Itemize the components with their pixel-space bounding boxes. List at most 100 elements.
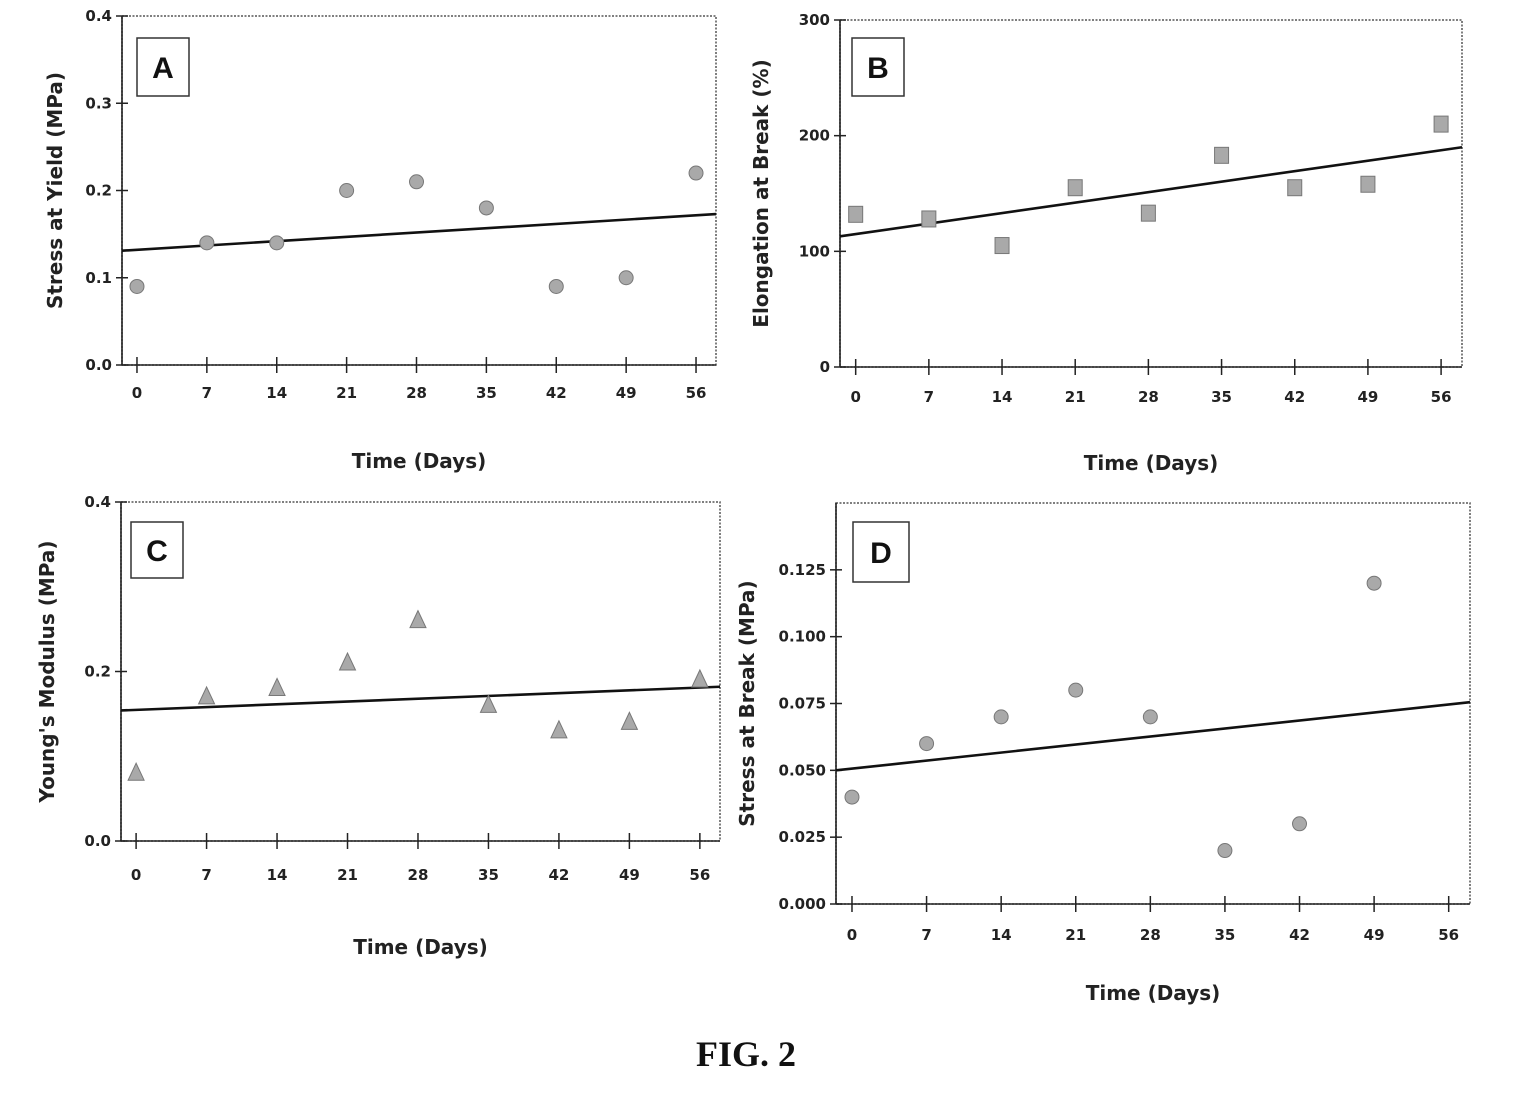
x-tick-label: 7 (924, 388, 934, 406)
data-point (1217, 843, 1233, 859)
panel-label-box (852, 521, 910, 583)
x-tick-label: 0 (131, 866, 141, 884)
data-point (197, 685, 216, 705)
panel-label-box (136, 37, 190, 97)
panel-label: C (146, 535, 168, 568)
y-tick-label: 0.050 (779, 761, 826, 779)
trend-line (839, 145, 1463, 238)
data-point (1292, 816, 1308, 832)
x-tick-label: 21 (337, 866, 358, 884)
data-point (269, 235, 285, 251)
x-tick-label: 42 (548, 866, 569, 884)
x-tick-label: 21 (336, 384, 357, 402)
y-axis-title: Elongation at Break (%) (749, 59, 773, 327)
data-point (409, 174, 425, 190)
panel-d: 0.000 0.025 0.050 0.075 0.100 0.125 0 7 14 21 28 35… (735, 502, 1471, 1005)
x-tick-label: 28 (408, 866, 429, 884)
data-point (338, 651, 357, 671)
x-tick-label: 35 (1211, 388, 1232, 406)
y-tick-label: 0.4 (84, 493, 111, 511)
data-point (548, 278, 564, 294)
data-point (478, 200, 494, 216)
y-tick-label: 0.2 (85, 182, 112, 200)
x-tick-label: 0 (850, 388, 860, 406)
data-point (620, 711, 639, 730)
data-point (688, 165, 704, 181)
x-tick-label: 56 (686, 384, 707, 402)
panel-a: 0.0 0.1 0.2 0.3 0.4 0 7 14 21 28 35 42 49 56 Time (Day… (43, 7, 717, 473)
trend-line (835, 700, 1471, 772)
data-point (199, 235, 215, 251)
x-tick-label: 35 (478, 866, 499, 884)
trend-line (120, 685, 721, 712)
data-point (1067, 179, 1083, 197)
x-tick-label: 14 (992, 388, 1013, 406)
panel-label: A (152, 52, 174, 85)
y-tick-label: 0.4 (85, 7, 112, 25)
data-point (550, 719, 568, 739)
data-point (127, 762, 145, 781)
x-tick-label: 35 (1214, 926, 1235, 944)
x-tick-label: 49 (619, 866, 640, 884)
data-point (1433, 115, 1449, 133)
data-point (921, 210, 937, 228)
data-point (479, 694, 498, 713)
x-tick-label: 56 (689, 866, 710, 884)
x-tick-label: 49 (616, 384, 637, 402)
x-tick-label: 42 (546, 384, 567, 402)
y-tick-label: 0.075 (779, 695, 826, 713)
x-tick-label: 0 (132, 384, 142, 402)
x-tick-label: 7 (202, 384, 212, 402)
plot-frame (835, 502, 1471, 905)
x-tick-label: 21 (1065, 388, 1086, 406)
y-tick-label: 0.2 (84, 663, 111, 681)
x-tick-label: 42 (1289, 926, 1310, 944)
data-point (919, 736, 935, 752)
y-axis-title: Young's Modulus (MPa) (35, 540, 59, 803)
y-tick-label: 0.000 (779, 895, 826, 913)
trend-line (121, 212, 717, 253)
x-tick-label: 7 (201, 866, 211, 884)
data-point (994, 237, 1010, 255)
plot-frame (839, 19, 1463, 368)
panel-label: D (870, 537, 892, 570)
x-tick-label: 21 (1065, 926, 1086, 944)
data-point (1142, 709, 1158, 725)
figure-caption: FIG. 2 (696, 1034, 796, 1074)
data-point (1366, 575, 1382, 591)
data-point (618, 270, 634, 286)
x-axis-title: Time (Days) (1084, 451, 1219, 475)
x-tick-label: 49 (1357, 388, 1378, 406)
y-tick-label: 0.100 (779, 628, 826, 646)
y-tick-label: 0 (820, 358, 830, 376)
data-point (691, 668, 709, 688)
panel-b: 0 100 200 300 0 7 14 21 28 35 42 49 56 Time (Days) Elo… (749, 11, 1463, 475)
data-point (844, 789, 860, 805)
x-tick-label: 35 (476, 384, 497, 402)
x-tick-label: 7 (921, 926, 931, 944)
x-tick-label: 28 (1138, 388, 1159, 406)
x-tick-label: 49 (1364, 926, 1385, 944)
x-tick-label: 28 (1140, 926, 1161, 944)
data-point (1140, 204, 1156, 222)
y-tick-label: 0.3 (85, 94, 112, 112)
data-point (993, 709, 1009, 725)
y-tick-label: 0.025 (779, 828, 826, 846)
data-point (268, 677, 286, 696)
y-tick-label: 300 (799, 11, 830, 29)
data-point (1068, 682, 1084, 698)
data-point (409, 609, 427, 629)
y-tick-label: 0.125 (779, 561, 826, 579)
data-point (1214, 146, 1230, 164)
x-tick-label: 56 (1438, 926, 1459, 944)
plot-frame (121, 15, 717, 366)
x-axis-title: Time (Days) (353, 935, 488, 959)
x-tick-label: 14 (267, 866, 288, 884)
panel-label-box (851, 37, 905, 97)
data-point (1287, 179, 1303, 197)
data-point (848, 205, 864, 223)
y-tick-label: 200 (799, 127, 830, 145)
data-point (129, 278, 145, 294)
x-tick-label: 28 (406, 384, 427, 402)
